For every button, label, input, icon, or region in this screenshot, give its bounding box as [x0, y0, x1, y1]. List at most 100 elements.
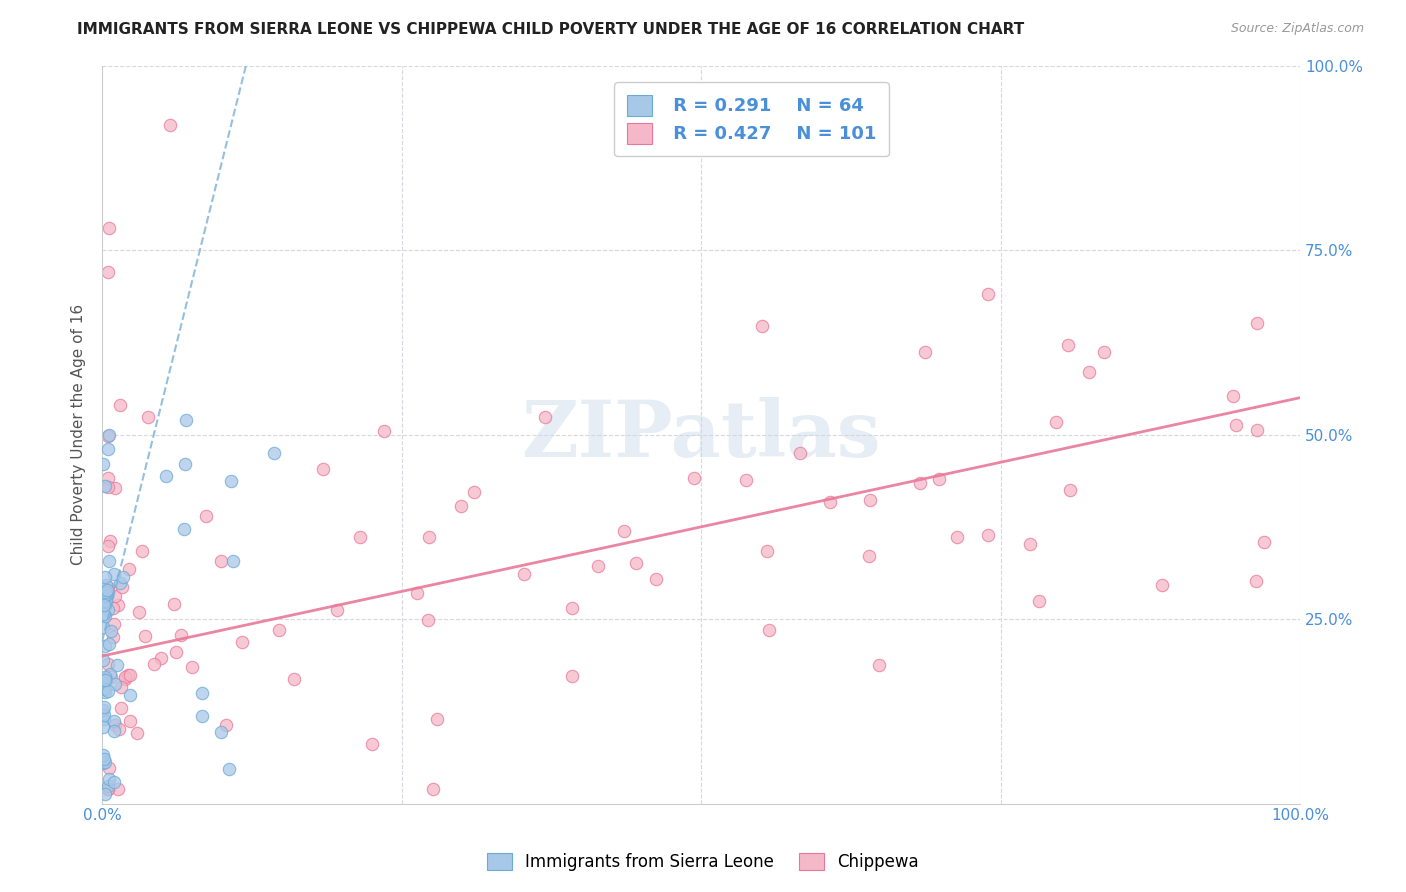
Point	[1028, 594, 1050, 608]
Point	[1150, 577, 1173, 591]
Point	[312, 462, 335, 476]
Legend:  R = 0.291    N = 64,  R = 0.427    N = 101: R = 0.291 N = 64, R = 0.427 N = 101	[614, 82, 889, 156]
Point	[104, 481, 127, 495]
Point	[96, 583, 118, 598]
Point	[103, 616, 125, 631]
Point	[110, 680, 132, 694]
Point	[97, 761, 120, 775]
Point	[134, 629, 156, 643]
Point	[1045, 415, 1067, 429]
Point	[93, 712, 115, 726]
Point	[98, 533, 121, 548]
Point	[142, 657, 165, 671]
Point	[231, 635, 253, 649]
Point	[818, 495, 841, 509]
Point	[613, 524, 636, 539]
Point	[118, 689, 141, 703]
Point	[127, 725, 149, 739]
Point	[155, 468, 177, 483]
Point	[683, 471, 706, 485]
Point	[103, 723, 125, 738]
Point	[373, 424, 395, 438]
Point	[93, 755, 115, 769]
Point	[93, 703, 115, 717]
Point	[97, 539, 120, 553]
Point	[93, 752, 115, 766]
Point	[97, 553, 120, 567]
Point	[128, 605, 150, 619]
Point	[914, 344, 936, 359]
Point	[1019, 537, 1042, 551]
Point	[103, 714, 125, 728]
Point	[534, 409, 557, 424]
Point	[93, 673, 115, 688]
Point	[263, 445, 285, 459]
Point	[94, 588, 117, 602]
Point	[114, 672, 136, 686]
Point	[104, 677, 127, 691]
Point	[111, 580, 134, 594]
Point	[93, 599, 115, 613]
Point	[191, 686, 214, 700]
Point	[215, 718, 238, 732]
Point	[94, 639, 117, 653]
Point	[93, 747, 115, 762]
Point	[94, 578, 117, 592]
Point	[118, 668, 141, 682]
Point	[644, 572, 666, 586]
Point	[93, 707, 115, 722]
Point	[463, 485, 485, 500]
Point	[150, 651, 173, 665]
Point	[94, 673, 117, 687]
Point	[97, 480, 120, 494]
Point	[97, 583, 120, 598]
Point	[93, 699, 115, 714]
Point	[97, 580, 120, 594]
Point	[1077, 365, 1099, 379]
Point	[209, 554, 232, 568]
Y-axis label: Child Poverty Under the Age of 16: Child Poverty Under the Age of 16	[72, 304, 86, 566]
Point	[97, 781, 120, 796]
Point	[97, 442, 120, 457]
Point	[181, 659, 204, 673]
Point	[94, 788, 117, 802]
Point	[946, 530, 969, 544]
Point	[103, 600, 125, 615]
Point	[97, 470, 120, 484]
Point	[174, 413, 197, 427]
Point	[1092, 345, 1115, 359]
Point	[118, 562, 141, 576]
Point	[858, 492, 880, 507]
Point	[450, 499, 472, 513]
Point	[734, 473, 756, 487]
Point	[93, 653, 115, 667]
Point	[1222, 389, 1244, 403]
Point	[169, 628, 191, 642]
Point	[97, 657, 120, 672]
Point	[976, 528, 998, 542]
Point	[928, 472, 950, 486]
Point	[219, 475, 242, 489]
Point	[269, 623, 291, 637]
Point	[1253, 535, 1275, 549]
Point	[977, 286, 1000, 301]
Point	[98, 221, 121, 235]
Point	[94, 671, 117, 685]
Point	[586, 559, 609, 574]
Point	[163, 598, 186, 612]
Point	[561, 668, 583, 682]
Point	[789, 446, 811, 460]
Point	[118, 714, 141, 728]
Text: Source: ZipAtlas.com: Source: ZipAtlas.com	[1230, 22, 1364, 36]
Point	[756, 544, 779, 558]
Point	[1056, 338, 1078, 352]
Point	[858, 549, 880, 564]
Point	[94, 673, 117, 687]
Point	[1244, 574, 1267, 588]
Point	[93, 681, 115, 696]
Point	[165, 645, 187, 659]
Point	[101, 630, 124, 644]
Point	[173, 522, 195, 536]
Point	[751, 318, 773, 333]
Point	[1246, 423, 1268, 437]
